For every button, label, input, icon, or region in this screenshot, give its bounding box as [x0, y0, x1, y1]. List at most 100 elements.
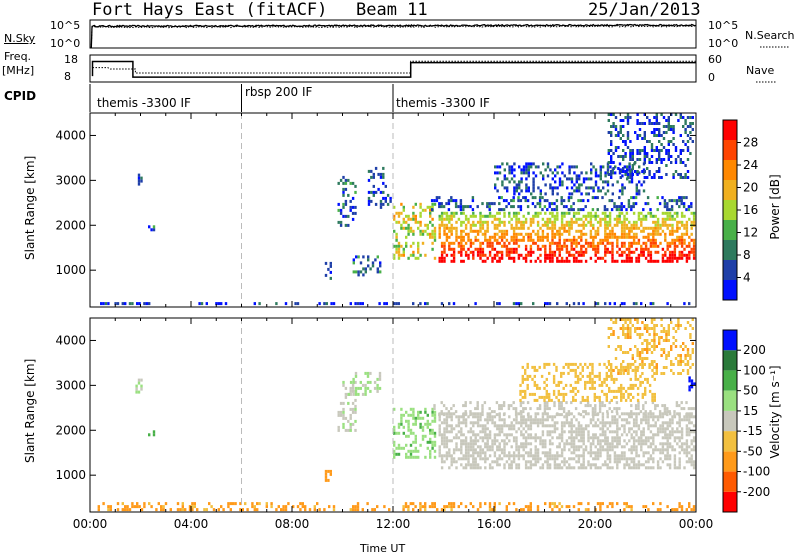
power-cell	[601, 196, 604, 200]
power-cell	[686, 170, 690, 173]
power-cell	[484, 220, 487, 224]
velocity-cell	[569, 368, 572, 372]
velocity-cell	[450, 407, 453, 411]
velocity-cell	[611, 421, 614, 425]
velocity-cell	[654, 421, 657, 425]
power-cell	[585, 177, 588, 181]
velocity-cell	[662, 372, 666, 375]
power-cell	[527, 253, 530, 257]
velocity-cell	[534, 451, 537, 455]
velocity-cell	[155, 508, 158, 512]
velocity-cell	[642, 407, 645, 411]
velocity-cell	[646, 342, 649, 345]
velocity-cell	[635, 466, 638, 470]
velocity-cell	[445, 454, 449, 458]
velocity-cell	[474, 415, 477, 419]
power-cell	[426, 205, 429, 209]
velocity-cell	[668, 436, 672, 440]
velocity-cell	[507, 404, 511, 408]
power-cell	[472, 220, 475, 224]
velocity-cell	[527, 442, 530, 446]
power-cell	[628, 232, 631, 236]
power-cell	[604, 238, 607, 242]
power-cell	[402, 253, 405, 257]
velocity-cell	[653, 377, 656, 381]
power-cell	[575, 244, 578, 248]
power-cell	[527, 171, 530, 175]
velocity-cell	[469, 442, 473, 446]
velocity-cell	[488, 508, 492, 512]
power-cell	[623, 229, 626, 233]
velocity-cell	[575, 427, 578, 431]
power-cell	[673, 250, 677, 254]
velocity-cell	[522, 421, 525, 425]
power-cell	[589, 214, 593, 218]
velocity-cell	[557, 398, 560, 402]
velocity-cell	[648, 342, 651, 345]
velocity-cell	[686, 348, 690, 351]
power-cell	[412, 214, 415, 218]
x-tick-label: 08:00	[275, 517, 310, 531]
power-cell	[405, 226, 408, 230]
velocity-cell	[572, 445, 576, 449]
power-cell	[649, 244, 653, 248]
power-cell	[355, 255, 358, 259]
velocity-cell	[454, 410, 458, 414]
power-cell	[599, 217, 602, 221]
power-cell	[572, 238, 576, 242]
power-cell	[542, 177, 545, 181]
power-cell	[674, 170, 678, 173]
velocity-cell	[557, 380, 560, 384]
power-cell	[623, 235, 626, 239]
velocity-cell	[676, 430, 679, 434]
velocity-cell	[393, 452, 396, 456]
power-cell	[585, 192, 588, 196]
velocity-cell	[445, 445, 449, 449]
velocity-cell	[660, 348, 663, 351]
power-cell	[671, 223, 674, 227]
velocity-cell	[635, 463, 638, 467]
velocity-cell	[601, 445, 605, 449]
power-cell	[479, 217, 482, 221]
power-cell	[372, 184, 375, 188]
power-cell	[635, 226, 638, 230]
power-cell	[479, 244, 482, 248]
velocity-cell	[539, 457, 542, 461]
velocity-cell	[579, 362, 582, 366]
power-cell	[577, 253, 581, 257]
power-cell	[649, 250, 653, 254]
power-cell	[671, 229, 674, 233]
velocity-cell	[594, 410, 597, 414]
velocity-cell	[594, 508, 597, 512]
power-cell	[520, 168, 523, 172]
power-cell	[481, 214, 485, 218]
power-cell	[536, 223, 540, 227]
power-cell	[347, 178, 350, 182]
velocity-cell	[671, 415, 674, 419]
velocity-cell	[577, 508, 580, 512]
power-cell	[457, 241, 461, 245]
velocity-cell	[635, 418, 638, 422]
power-cell	[686, 176, 690, 179]
power-cell	[100, 302, 103, 306]
power-cell	[636, 134, 639, 137]
velocity-cell	[642, 412, 645, 416]
velocity-cell	[653, 336, 656, 339]
velocity-cell	[584, 466, 588, 470]
velocity-cell	[612, 333, 615, 336]
velocity-cell	[625, 421, 629, 425]
power-cell	[486, 256, 489, 260]
velocity-cell	[121, 502, 124, 506]
power-cell	[690, 250, 693, 254]
velocity-cell	[529, 460, 533, 464]
velocity-cell	[339, 413, 343, 417]
velocity-cell	[450, 439, 453, 443]
velocity-cell	[624, 398, 628, 402]
power-cell	[599, 220, 602, 224]
velocity-cell	[570, 445, 573, 449]
velocity-cell	[610, 333, 613, 336]
power-cell	[623, 250, 626, 254]
velocity-cell	[337, 413, 340, 417]
power-cell	[592, 214, 595, 218]
velocity-cell	[508, 424, 511, 428]
